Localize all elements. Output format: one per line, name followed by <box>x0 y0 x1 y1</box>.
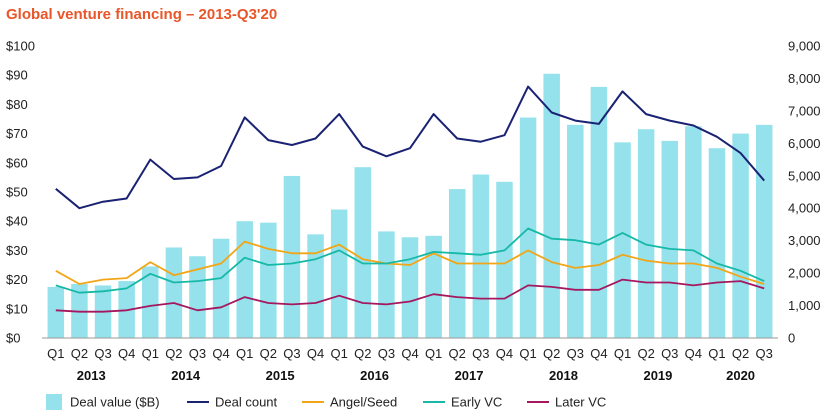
y-left-tick-label: $50 <box>6 185 28 200</box>
x-tick-label: Q3 <box>378 346 395 361</box>
x-tick-label: Q2 <box>260 346 277 361</box>
y-right-tick-label: 8,000 <box>788 71 821 86</box>
x-tick-label: Q3 <box>756 346 773 361</box>
x-tick-label: Q2 <box>354 346 371 361</box>
line-angel-seed <box>55 240 765 285</box>
bar-deal-value <box>378 231 395 338</box>
legend-label: Deal value ($B) <box>70 395 160 410</box>
x-tick-label: Q1 <box>142 346 159 361</box>
x-tick-label: Q3 <box>94 346 111 361</box>
year-label: 2018 <box>549 368 578 383</box>
bar-deal-value <box>732 133 749 338</box>
x-tick-label: Q4 <box>212 346 229 361</box>
x-tick-label: Q2 <box>165 346 182 361</box>
year-label: 2013 <box>77 368 106 383</box>
y-right-tick-label: 1,000 <box>788 298 821 313</box>
x-tick-label: Q2 <box>449 346 466 361</box>
bar-deal-value <box>260 222 277 338</box>
x-tick-label: Q2 <box>71 346 88 361</box>
x-tick-label: Q2 <box>543 346 560 361</box>
y-left-tick-label: $60 <box>6 155 28 170</box>
chart-title: Global venture financing – 2013-Q3'20 <box>6 6 278 23</box>
line-early-vc <box>55 227 765 294</box>
bar-deal-value <box>661 140 678 338</box>
y-right-tick-label: 2,000 <box>788 266 821 281</box>
y-right-tick-label: 4,000 <box>788 201 821 216</box>
bar-deal-value <box>307 234 324 338</box>
year-label: 2016 <box>360 368 389 383</box>
bar-deal-value <box>283 175 301 338</box>
y-right-tick-label: 6,000 <box>788 136 821 151</box>
x-tick-label: Q4 <box>307 346 324 361</box>
bar-deal-value <box>142 266 159 338</box>
y-left-tick-label: $90 <box>6 68 28 83</box>
bar-deal-value <box>165 247 183 338</box>
x-tick-label: Q1 <box>425 346 442 361</box>
year-label: 2014 <box>171 368 201 383</box>
y-right-tick-label: 7,000 <box>788 103 821 118</box>
y-left-tick-label: $20 <box>6 272 28 287</box>
bar-deal-value <box>755 124 773 338</box>
year-label: 2017 <box>455 368 484 383</box>
bar-deal-value <box>425 235 442 338</box>
legend-label: Early VC <box>451 395 502 410</box>
x-tick-label: Q4 <box>685 346 702 361</box>
bar-deal-value <box>401 237 419 338</box>
y-left-tick-label: $30 <box>6 243 28 258</box>
legend-label: Angel/Seed <box>330 395 397 410</box>
year-label: 2020 <box>726 368 755 383</box>
y-right-tick-label: 5,000 <box>788 168 821 183</box>
y-right-tick-label: 9,000 <box>788 39 821 54</box>
bar-deal-value <box>614 142 631 338</box>
x-tick-label: Q1 <box>519 346 536 361</box>
x-tick-label: Q4 <box>590 346 607 361</box>
y-left-tick-label: $80 <box>6 97 28 112</box>
bar-deal-value <box>637 129 655 338</box>
y-right-tick-label: 3,000 <box>788 233 821 248</box>
bar-deal-value <box>472 174 490 338</box>
y-left-tick-label: $70 <box>6 126 28 141</box>
x-tick-label: Q1 <box>236 346 253 361</box>
legend-label: Later VC <box>555 395 606 410</box>
bar-deal-value <box>212 238 230 338</box>
x-tick-label: Q2 <box>637 346 654 361</box>
y-left-tick-label: $10 <box>6 301 28 316</box>
bar-deal-value <box>590 86 608 338</box>
year-label: 2019 <box>643 368 672 383</box>
legend-label: Deal count <box>215 395 278 410</box>
x-tick-label: Q4 <box>401 346 418 361</box>
y-left-tick-label: $100 <box>6 39 35 54</box>
x-tick-label: Q1 <box>47 346 64 361</box>
x-tick-label: Q2 <box>732 346 749 361</box>
bar-deal-value <box>708 148 726 338</box>
bar-deal-value <box>354 167 372 338</box>
y-left-tick-label: $0 <box>6 331 20 346</box>
bar-deal-value <box>543 73 560 339</box>
line-deal-count <box>55 85 765 210</box>
legend-swatch-deal-value <box>46 394 62 410</box>
bar-deal-value <box>567 124 584 338</box>
bar-deal-value <box>330 209 348 338</box>
y-right-tick-label: 0 <box>788 331 795 346</box>
bar-deal-value <box>47 286 65 338</box>
y-left-tick-label: $40 <box>6 214 28 229</box>
x-tick-label: Q3 <box>472 346 489 361</box>
year-label: 2015 <box>266 368 295 383</box>
x-tick-label: Q1 <box>708 346 725 361</box>
x-tick-label: Q1 <box>330 346 347 361</box>
line-later-vc <box>55 278 765 313</box>
x-tick-label: Q4 <box>118 346 135 361</box>
bar-deal-value <box>236 221 253 338</box>
bar-deal-value <box>685 126 702 338</box>
bar-deal-value <box>189 256 206 338</box>
x-tick-label: Q3 <box>661 346 678 361</box>
x-tick-label: Q1 <box>614 346 631 361</box>
x-tick-label: Q4 <box>496 346 513 361</box>
x-tick-label: Q3 <box>283 346 300 361</box>
x-tick-label: Q3 <box>189 346 206 361</box>
x-tick-label: Q3 <box>567 346 584 361</box>
